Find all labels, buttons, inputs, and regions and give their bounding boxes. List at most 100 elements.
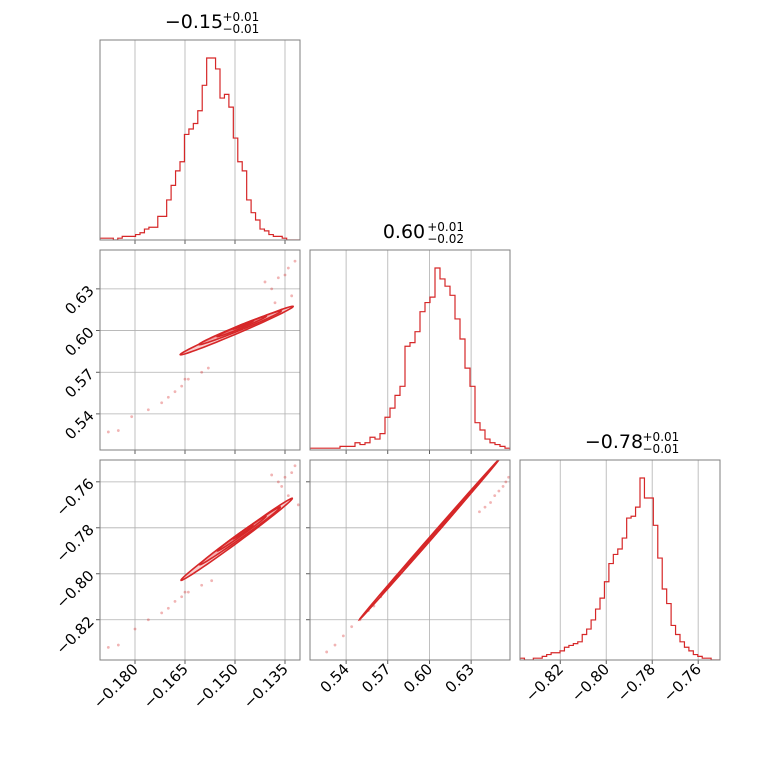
sample-point bbox=[130, 415, 134, 419]
plot-area bbox=[106, 259, 297, 434]
x-tick-label: −0.76 bbox=[660, 660, 705, 705]
x-tick-label: −0.78 bbox=[614, 660, 659, 705]
scatter-p1-p2-panel bbox=[306, 459, 511, 664]
sample-point bbox=[106, 645, 110, 649]
hist-p2-panel bbox=[519, 459, 721, 664]
sample-point bbox=[276, 276, 280, 280]
param-title-upper-error: +0.01 bbox=[643, 430, 680, 444]
panel-background bbox=[100, 40, 300, 240]
sample-point bbox=[293, 259, 297, 263]
x-tick-label: 0.63 bbox=[442, 660, 478, 696]
param-title-lower-error: −0.01 bbox=[643, 442, 680, 456]
sample-point bbox=[106, 430, 110, 434]
param-title-p1: 0.60 bbox=[383, 221, 425, 243]
panel-background bbox=[100, 250, 300, 450]
sample-point bbox=[286, 494, 290, 498]
sample-point bbox=[206, 366, 210, 370]
histogram-step-line bbox=[520, 477, 720, 660]
histogram-step-line bbox=[100, 57, 300, 240]
sample-point bbox=[504, 480, 508, 484]
panel-frame bbox=[519, 459, 721, 661]
panel-frame bbox=[309, 249, 511, 451]
sample-point bbox=[296, 503, 300, 507]
sample-point bbox=[270, 473, 274, 477]
y-tick-labels: 0.54 0.57 0.60 0.63 −0.82−0.80−0.78−0.76 bbox=[52, 282, 97, 658]
y-tick-label: −0.82 bbox=[52, 613, 97, 658]
y-tick-label: 0.63 bbox=[61, 282, 97, 318]
panel-frame bbox=[99, 249, 301, 451]
y-tick-label: −0.78 bbox=[52, 521, 97, 566]
histogram-step-line bbox=[310, 267, 510, 450]
sample-point bbox=[263, 280, 267, 284]
y-tick-label: 0.54 bbox=[61, 407, 97, 443]
sample-point bbox=[116, 429, 120, 432]
x-tick-labels: −0.180−0.165−0.150−0.135 0.54 0.57 0.60 0.63… bbox=[90, 660, 705, 712]
contour-level bbox=[232, 524, 254, 540]
sample-point bbox=[286, 266, 290, 270]
sample-point bbox=[166, 395, 170, 399]
sample-point bbox=[186, 377, 190, 381]
panel-frame bbox=[309, 459, 511, 661]
panel-background bbox=[100, 460, 300, 660]
sample-point bbox=[210, 579, 214, 583]
sample-point bbox=[493, 494, 497, 498]
x-tick-label: 0.57 bbox=[358, 660, 394, 696]
sample-point bbox=[293, 464, 297, 468]
sample-point bbox=[276, 480, 280, 484]
x-tick-label: −0.135 bbox=[240, 660, 292, 712]
sample-point bbox=[200, 370, 204, 374]
sample-point bbox=[166, 606, 170, 610]
y-tick-label: 0.60 bbox=[61, 323, 97, 359]
titles: −0.15 +0.01−0.010.60 +0.01−0.02−0.78 +0.01−… bbox=[165, 10, 679, 456]
x-tick-label: −0.80 bbox=[568, 660, 613, 705]
sample-point bbox=[273, 301, 277, 305]
sample-point bbox=[146, 618, 150, 622]
sample-point bbox=[280, 485, 284, 488]
panel-frame bbox=[99, 459, 301, 661]
panel-background bbox=[520, 460, 720, 660]
sample-point bbox=[501, 485, 505, 488]
sample-point bbox=[146, 408, 150, 412]
x-tick-label: −0.165 bbox=[140, 660, 192, 712]
panel-frame bbox=[99, 39, 301, 241]
x-tick-label: 0.60 bbox=[400, 660, 436, 696]
panel-background bbox=[310, 250, 510, 450]
param-title-upper-error: +0.01 bbox=[427, 220, 464, 234]
x-tick-label: −0.82 bbox=[522, 660, 567, 705]
sample-point bbox=[133, 627, 137, 631]
sample-point bbox=[341, 634, 345, 638]
x-tick-label: 0.54 bbox=[317, 660, 353, 696]
plot-area bbox=[325, 460, 510, 654]
sample-point bbox=[290, 294, 294, 298]
sample-point bbox=[160, 611, 164, 615]
contour-level bbox=[422, 519, 448, 548]
sample-point bbox=[483, 505, 487, 509]
y-tick-label: −0.76 bbox=[52, 475, 97, 520]
param-title-p2: −0.78 bbox=[585, 431, 643, 453]
sample-point bbox=[333, 643, 337, 647]
sample-point bbox=[497, 489, 501, 493]
sample-point bbox=[290, 471, 294, 475]
sample-point bbox=[489, 501, 492, 504]
sample-point bbox=[183, 590, 187, 594]
plot-area bbox=[106, 464, 300, 649]
contour-level bbox=[232, 320, 254, 330]
x-tick-label: −0.150 bbox=[190, 660, 242, 712]
sample-point bbox=[116, 643, 120, 647]
sample-point bbox=[283, 273, 287, 277]
x-tick-label: −0.180 bbox=[90, 660, 142, 712]
sample-point bbox=[186, 590, 190, 594]
hist-p1-panel bbox=[309, 249, 511, 454]
sample-point bbox=[478, 510, 481, 514]
sample-point bbox=[173, 390, 177, 394]
sample-point bbox=[183, 377, 187, 381]
param-title-lower-error: −0.02 bbox=[427, 232, 464, 246]
param-title-p0: −0.15 bbox=[165, 11, 223, 33]
sample-point bbox=[283, 475, 287, 479]
sample-point bbox=[350, 625, 354, 629]
sample-point bbox=[180, 384, 184, 388]
param-title-upper-error: +0.01 bbox=[223, 10, 260, 24]
scatter-p0-p2-panel bbox=[96, 459, 301, 664]
sample-point bbox=[180, 595, 184, 599]
